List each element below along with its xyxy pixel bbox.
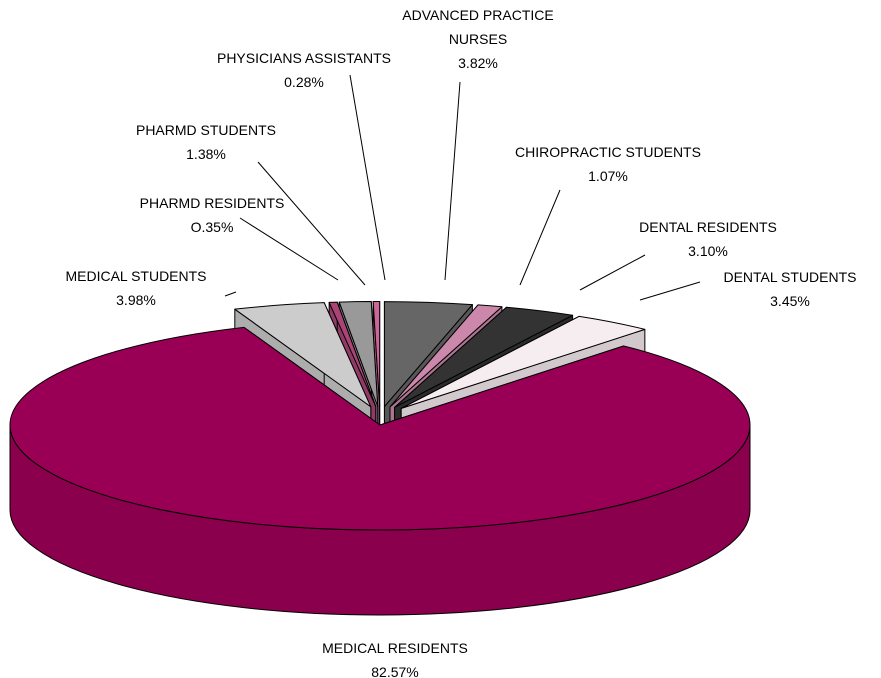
value-label: 82.57% bbox=[371, 664, 419, 678]
leader-line bbox=[444, 81, 461, 281]
slice-label: PHYSICIANS ASSISTANTS 0.28% bbox=[174, 46, 434, 94]
leader-line bbox=[257, 161, 366, 286]
slice-label: DENTAL RESIDENTS 3.10% bbox=[608, 215, 808, 263]
slice-top bbox=[400, 315, 646, 409]
category-label: PHARMD STUDENTS bbox=[135, 122, 276, 138]
value-label: 1.07% bbox=[588, 168, 628, 184]
value-label: O.35% bbox=[190, 219, 234, 235]
slice-label: CHIROPRACTIC STUDENTS 1.07% bbox=[478, 140, 738, 188]
slice-label: ADVANCED PRACTICE NURSES 3.82% bbox=[398, 3, 558, 75]
slice-top bbox=[389, 304, 503, 408]
category-label: PHYSICIANS ASSISTANTS bbox=[216, 50, 391, 66]
value-label: 0.28% bbox=[284, 74, 324, 90]
category-label: CHIROPRACTIC STUDENTS bbox=[515, 144, 701, 160]
value-label: 3.45% bbox=[770, 293, 810, 309]
value-label: 1.38% bbox=[186, 146, 226, 162]
category-label: DENTAL RESIDENTS bbox=[639, 219, 777, 235]
slice-top bbox=[234, 302, 372, 408]
value-label: 3.10% bbox=[688, 243, 728, 259]
slice-label: MEDICAL RESIDENTS 82.57% bbox=[285, 636, 505, 678]
slice-label: DENTAL STUDENTS 3.45% bbox=[690, 265, 881, 313]
slice-label: MEDICAL STUDENTS 3.98% bbox=[36, 264, 236, 312]
pie-slice bbox=[9, 326, 751, 616]
slice-top bbox=[394, 306, 574, 408]
slice-top bbox=[338, 301, 379, 408]
slice-top bbox=[328, 301, 377, 408]
slice-top bbox=[9, 326, 751, 531]
leader-line bbox=[239, 217, 339, 281]
leader-line bbox=[639, 281, 701, 301]
category-label: MEDICAL RESIDENTS bbox=[322, 640, 468, 656]
leader-line bbox=[224, 291, 237, 297]
slice-top bbox=[372, 301, 381, 407]
slice-top bbox=[383, 301, 473, 408]
leader-line bbox=[519, 189, 561, 286]
category-label: MEDICAL STUDENTS bbox=[65, 268, 207, 284]
category-label: PHARMD RESIDENTS bbox=[139, 195, 285, 211]
category-label: ADVANCED PRACTICE NURSES bbox=[402, 7, 554, 47]
value-label: 3.98% bbox=[116, 292, 156, 308]
slice-label: PHARMD RESIDENTS O.35% bbox=[112, 191, 312, 239]
leader-line bbox=[349, 74, 386, 281]
slice-label: PHARMD STUDENTS 1.38% bbox=[106, 118, 306, 166]
value-label: 3.82% bbox=[458, 55, 498, 71]
category-label: DENTAL STUDENTS bbox=[723, 269, 857, 285]
leader-line bbox=[579, 254, 646, 291]
